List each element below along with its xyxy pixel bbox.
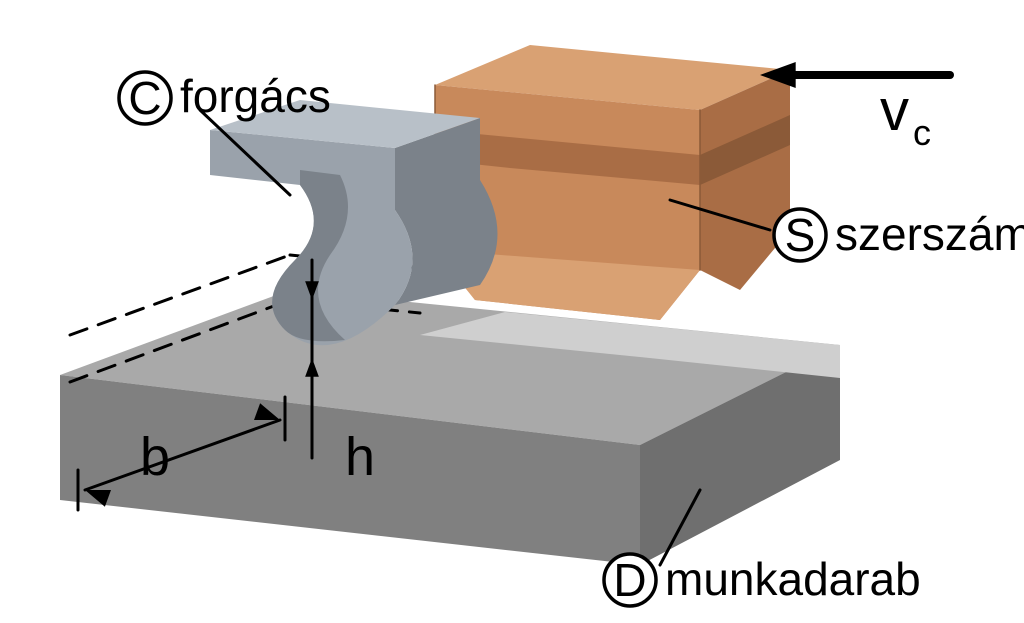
callout-C: Cforgács [119, 70, 331, 124]
label-b: b [140, 427, 170, 487]
callout-S-text: szerszám [835, 208, 1024, 260]
callout-S: Sszerszám [774, 208, 1024, 261]
label-h: h [345, 427, 375, 487]
callout-C-text: forgács [180, 70, 331, 122]
svg-text:c: c [913, 112, 931, 153]
cutting-tool [435, 45, 790, 320]
cutting-diagram: b h Cforgács Sszerszám Dmunkadarab vc [0, 0, 1024, 623]
callout-S-letter: S [785, 209, 816, 261]
callout-D-letter: D [613, 554, 646, 606]
callout-D-text: munkadarab [665, 553, 921, 605]
svg-text:v: v [880, 78, 909, 143]
callout-C-letter: C [128, 72, 161, 124]
